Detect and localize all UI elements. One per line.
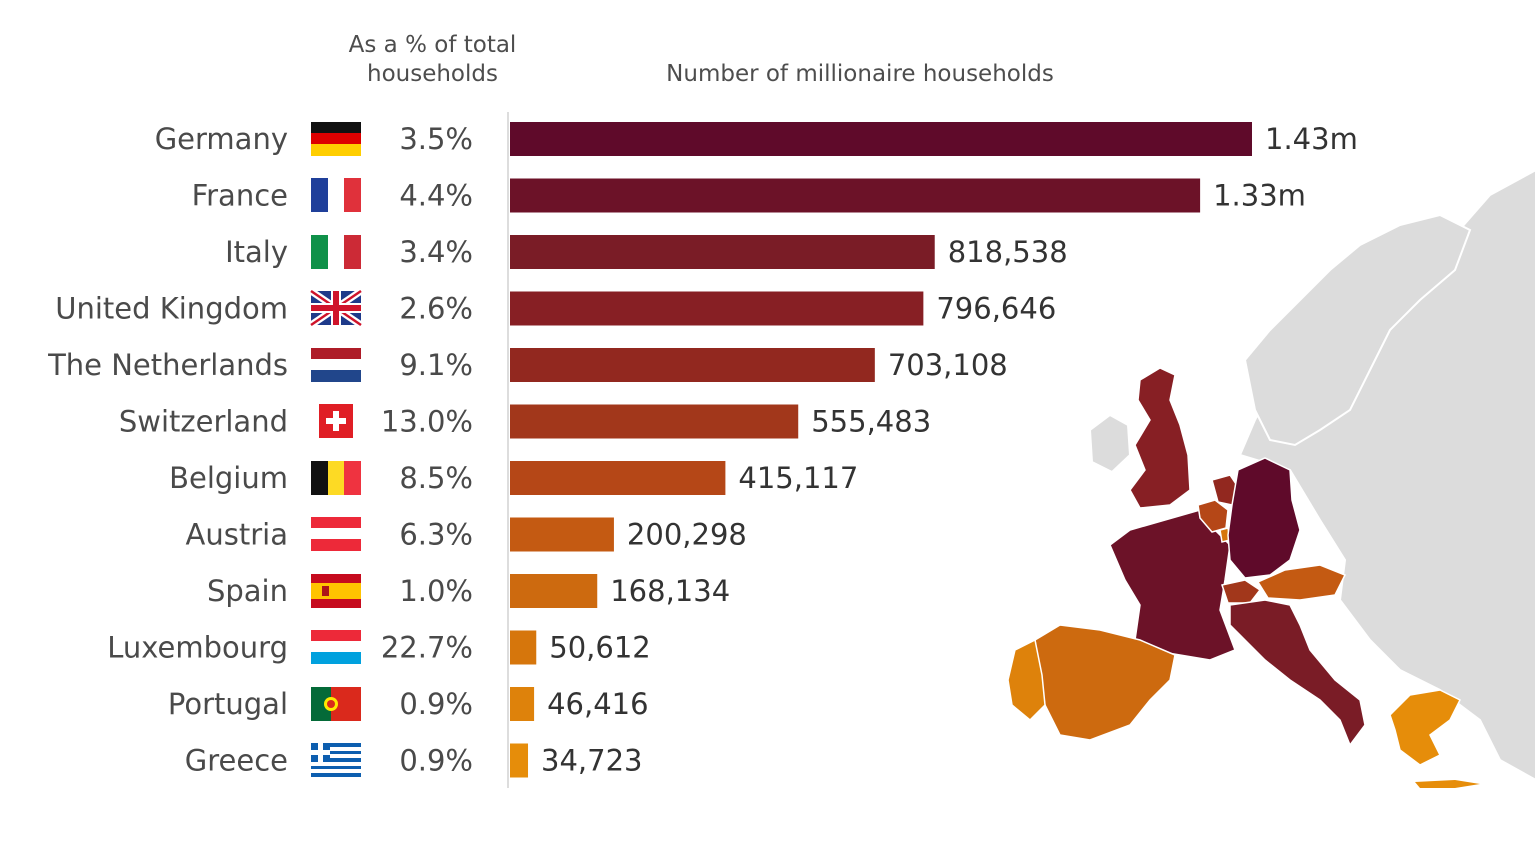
percent-label: 3.4% [399, 235, 473, 269]
netherlands-flag [311, 348, 361, 382]
value-label: 818,538 [948, 235, 1068, 269]
value-label: 50,612 [549, 631, 650, 665]
percent-label: 2.6% [399, 292, 473, 326]
percent-label: 13.0% [381, 405, 473, 439]
bar [510, 291, 924, 326]
country-label: Germany [155, 122, 288, 156]
map-austria [1256, 564, 1347, 601]
map-crete [1415, 780, 1480, 788]
percent-header-line2: households [367, 61, 498, 87]
bar [510, 574, 598, 608]
map-portugal [1007, 638, 1046, 722]
belgium-flag [311, 461, 361, 495]
country-label: Luxembourg [107, 631, 288, 665]
scandinavia-land [1243, 213, 1472, 447]
value-label: 415,117 [738, 461, 858, 495]
country-label: Switzerland [119, 405, 288, 439]
map-italy [1229, 599, 1366, 747]
italy-flag [311, 235, 361, 269]
percent-label: 8.5% [399, 461, 473, 495]
percent-label: 9.1% [399, 348, 473, 382]
percent-header-line1: As a % of total [348, 32, 517, 58]
greece-flag [311, 743, 361, 777]
value-label: 34,723 [541, 744, 642, 778]
bar [510, 517, 614, 552]
germany-flag [311, 122, 361, 156]
percent-label: 6.3% [399, 518, 473, 552]
percent-label: 4.4% [399, 179, 473, 213]
map-greece [1389, 689, 1462, 766]
country-label: Austria [186, 518, 288, 552]
value-label: 168,134 [610, 574, 730, 608]
percent-label: 0.9% [399, 687, 473, 721]
uk-flag [309, 288, 363, 328]
value-label: 1.33m [1213, 179, 1306, 213]
bar [510, 630, 537, 665]
bar [510, 235, 935, 269]
value-label: 46,416 [547, 687, 648, 721]
value-label: 555,483 [811, 405, 931, 439]
spain-flag [311, 574, 361, 608]
country-label: Italy [225, 235, 288, 269]
count-column-header: Number of millionaire households [666, 61, 1054, 87]
map-germany [1227, 457, 1301, 579]
country-label: France [192, 179, 288, 213]
bar [510, 122, 1252, 156]
percent-column-header: As a % of total households [335, 31, 530, 89]
country-label: Portugal [168, 687, 288, 721]
bar [510, 348, 875, 382]
value-label: 796,646 [936, 292, 1056, 326]
country-label: Belgium [169, 461, 288, 495]
country-label: United Kingdom [55, 292, 288, 326]
france-flag [311, 178, 361, 212]
bar [510, 461, 726, 495]
europe-map [1007, 168, 1536, 788]
bar [510, 404, 799, 439]
country-label: Greece [185, 744, 288, 778]
value-label: 1.43m [1265, 122, 1358, 156]
austria-flag [311, 517, 361, 551]
percent-label: 22.7% [381, 631, 473, 665]
percent-label: 3.5% [399, 122, 473, 156]
country-label: Spain [207, 574, 288, 608]
value-label: 200,298 [627, 518, 747, 552]
percent-label: 1.0% [399, 574, 473, 608]
percent-label: 0.9% [399, 744, 473, 778]
switzerland-flag [319, 404, 353, 438]
bar [510, 178, 1201, 213]
map-switzerland [1221, 579, 1262, 604]
country-label: The Netherlands [47, 348, 288, 382]
value-label: 703,108 [888, 348, 1008, 382]
luxembourg-flag [311, 630, 361, 664]
map-uk [1129, 367, 1191, 509]
bar [510, 743, 529, 778]
portugal-flag [311, 687, 361, 721]
ireland-land [1088, 413, 1132, 474]
bar [510, 687, 535, 721]
